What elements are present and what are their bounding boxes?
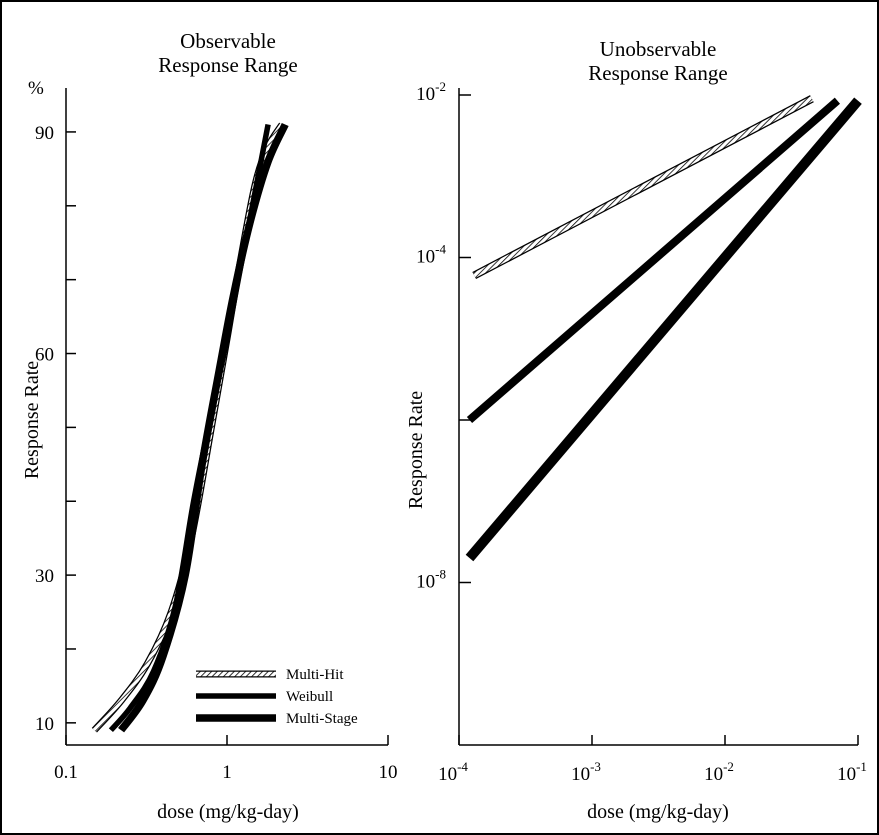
right-series	[465, 95, 862, 562]
right-x-tick-label: 10-1	[837, 759, 867, 785]
left-x-tick-label: 0.1	[54, 762, 78, 783]
right-y-axis-label: Response Rate	[405, 391, 427, 509]
left-y-tick-label: 30	[35, 566, 54, 587]
right-title-line-2: Response Range	[588, 61, 727, 85]
legend-label: Weibull	[286, 689, 333, 705]
right-y-tick-label: 10-4	[416, 242, 446, 268]
left-y-axis-label: Response Rate	[21, 361, 43, 479]
legend: Multi-Hit Weibull Multi-Stage	[196, 667, 358, 727]
legend-label: Multi-Hit	[286, 667, 344, 683]
left-series	[91, 122, 289, 733]
left-x-tick-label: 10	[379, 762, 398, 783]
left-y-tick-label: 10	[35, 714, 54, 735]
right-x-ticks: 10-4 10-3 10-2 10-1	[438, 735, 867, 785]
left-y-unit: %	[28, 78, 44, 99]
right-chart: Unobservable Response Range Response Rat…	[405, 37, 867, 823]
right-series-multi-hit	[472, 96, 814, 278]
right-x-tick-label: 10-4	[438, 759, 468, 785]
left-title-line-1: Observable	[180, 29, 276, 53]
left-chart: Observable Response Range % Response Rat…	[21, 29, 398, 823]
right-y-tick-label: 10-2	[416, 79, 446, 105]
right-x-tick-label: 10-2	[704, 759, 734, 785]
left-x-ticks: 0.1 1 10	[54, 735, 398, 783]
right-y-tick-label: 10-8	[416, 567, 446, 593]
left-y-tick-label: 60	[35, 345, 54, 366]
right-series-multi-stage	[465, 97, 862, 562]
left-title-line-2: Response Range	[158, 53, 297, 77]
right-series-weibull	[466, 97, 841, 424]
right-x-axis-label: dose (mg/kg-day)	[587, 801, 729, 823]
right-x-tick-label: 10-3	[571, 759, 601, 785]
left-series-multi-stage	[118, 122, 289, 733]
left-x-tick-label: 1	[222, 762, 232, 783]
right-title-line-1: Unobservable	[600, 37, 717, 61]
left-x-axis-label: dose (mg/kg-day)	[157, 801, 299, 823]
left-series-weibull	[108, 123, 271, 733]
right-y-ticks: 10-2 10-4 10-8	[416, 79, 471, 593]
legend-label: Multi-Stage	[286, 711, 358, 727]
left-y-ticks: 10 30 60 90	[35, 123, 76, 735]
left-y-tick-label: 90	[35, 123, 54, 144]
